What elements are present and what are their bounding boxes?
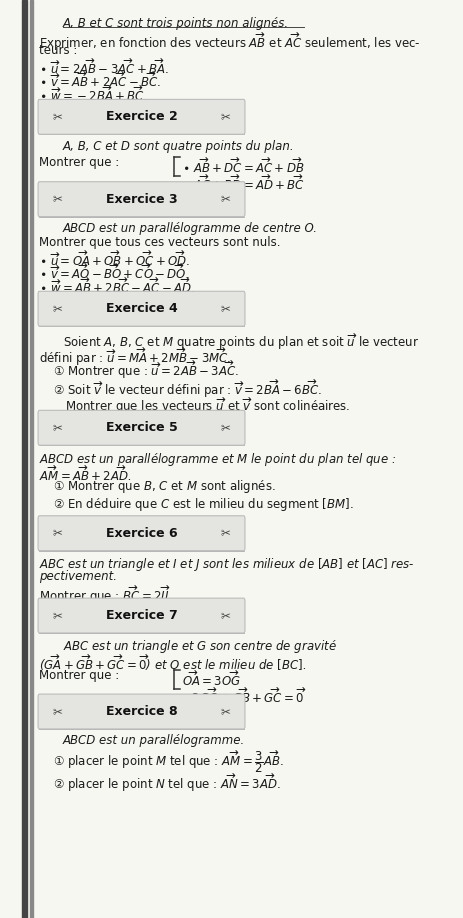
Text: $\overrightarrow{OA}=3\overrightarrow{OG}$: $\overrightarrow{OA}=3\overrightarrow{OG… xyxy=(182,669,241,688)
Bar xyxy=(22,0,27,918)
Text: Exercice 7: Exercice 7 xyxy=(106,609,177,622)
Text: ✂: ✂ xyxy=(52,421,62,434)
Text: Montrer que :: Montrer que : xyxy=(39,156,119,169)
FancyBboxPatch shape xyxy=(38,599,244,633)
Text: ABCD est un parallélogramme et $M$ le point du plan tel que :: ABCD est un parallélogramme et $M$ le po… xyxy=(39,451,396,467)
FancyBboxPatch shape xyxy=(38,516,244,551)
Text: A, B, C et D sont quatre points du plan.: A, B, C et D sont quatre points du plan. xyxy=(63,140,294,152)
Text: $\bullet\ \overrightarrow{AB}+\overrightarrow{DC}=\overrightarrow{AC}+\overright: $\bullet\ \overrightarrow{AB}+\overright… xyxy=(182,157,304,176)
Text: ✂: ✂ xyxy=(220,705,230,718)
FancyBboxPatch shape xyxy=(38,694,244,729)
Text: $\bullet\ \overrightarrow{u}=\overrightarrow{OA}+\overrightarrow{OB}+\overrighta: $\bullet\ \overrightarrow{u}=\overrighta… xyxy=(39,249,190,269)
Text: Exercice 6: Exercice 6 xyxy=(106,527,177,540)
Text: ✂: ✂ xyxy=(52,302,62,315)
Text: Montrer que les vecteurs $\overrightarrow{u}$ et $\overrightarrow{v}$ sont colin: Montrer que les vecteurs $\overrightarro… xyxy=(65,396,350,416)
Text: $\bullet\ \overrightarrow{AC}+\overrightarrow{BD}=\overrightarrow{AD}+\overright: $\bullet\ \overrightarrow{AC}+\overright… xyxy=(182,174,305,193)
Text: ① Montrer que : $\overrightarrow{u}=2\overrightarrow{AB}-3\overrightarrow{AC}$.: ① Montrer que : $\overrightarrow{u}=2\ov… xyxy=(53,359,239,381)
Text: ✂: ✂ xyxy=(220,193,230,206)
Text: ✂: ✂ xyxy=(52,609,62,622)
Text: ABC est un triangle et $G$ son centre de gravité: ABC est un triangle et $G$ son centre de… xyxy=(63,638,336,655)
Text: ① Montrer que $B$, $C$ et $M$ sont alignés.: ① Montrer que $B$, $C$ et $M$ sont align… xyxy=(53,477,275,495)
Text: Exercice 2: Exercice 2 xyxy=(106,110,177,123)
Text: ② placer le point $N$ tel que : $\overrightarrow{AN}=3\overrightarrow{AD}$.: ② placer le point $N$ tel que : $\overri… xyxy=(53,771,281,794)
Text: Montrer que tous ces vecteurs sont nuls.: Montrer que tous ces vecteurs sont nuls. xyxy=(39,236,280,249)
Text: A, B et C sont trois points non alignés.: A, B et C sont trois points non alignés. xyxy=(63,17,288,29)
Text: ✂: ✂ xyxy=(52,110,62,123)
Text: Soient $A$, $B$, $C$ et $M$ quatre points du plan et soit $\overrightarrow{u}$ l: Soient $A$, $B$, $C$ et $M$ quatre point… xyxy=(63,331,418,353)
Text: ✂: ✂ xyxy=(220,421,230,434)
Text: $\overrightarrow{AM}=\overrightarrow{AB}+2\overrightarrow{AD}$.: $\overrightarrow{AM}=\overrightarrow{AB}… xyxy=(39,465,131,484)
FancyBboxPatch shape xyxy=(38,182,244,217)
Text: ✂: ✂ xyxy=(220,110,230,123)
Text: Montrer que :: Montrer que : xyxy=(39,668,119,681)
Bar xyxy=(30,0,33,918)
Text: ② En déduire que $C$ est le milieu du segment $[BM]$.: ② En déduire que $C$ est le milieu du se… xyxy=(53,496,353,513)
Text: ABCD est un parallélogramme.: ABCD est un parallélogramme. xyxy=(63,734,244,747)
Text: ✂: ✂ xyxy=(220,302,230,315)
Text: $\bullet\ \overrightarrow{v}=\overrightarrow{AB}+2\overrightarrow{AC}-\overright: $\bullet\ \overrightarrow{v}=\overrighta… xyxy=(39,71,161,91)
Text: Montrer que : $\overrightarrow{BC}=2\overrightarrow{IJ}$.: Montrer que : $\overrightarrow{BC}=2\ove… xyxy=(39,583,172,606)
Text: ABC est un triangle et $I$ et $J$ sont les milieux de $[AB]$ et $[AC]$ res-: ABC est un triangle et $I$ et $J$ sont l… xyxy=(39,556,414,573)
Text: ① placer le point $M$ tel que : $\overrightarrow{AM}=\dfrac{3}{2}\overrightarrow: ① placer le point $M$ tel que : $\overri… xyxy=(53,748,283,775)
Text: Exercice 3: Exercice 3 xyxy=(106,193,177,206)
Text: teurs :: teurs : xyxy=(39,44,78,57)
Text: Exercice 5: Exercice 5 xyxy=(106,421,177,434)
Text: $\bullet\ \overrightarrow{u}=2\overrightarrow{AB}-3\overrightarrow{AC}+\overrigh: $\bullet\ \overrightarrow{u}=2\overright… xyxy=(39,57,169,77)
FancyBboxPatch shape xyxy=(38,291,244,326)
Text: $\bullet\ \overrightarrow{w}=\overrightarrow{AB}+2\overrightarrow{BC}-\overright: $\bullet\ \overrightarrow{w}=\overrighta… xyxy=(39,276,195,296)
FancyBboxPatch shape xyxy=(38,99,244,134)
Text: ✂: ✂ xyxy=(52,527,62,540)
Text: ② Soit $\overrightarrow{v}$ le vecteur défini par : $\overrightarrow{v}=2\overri: ② Soit $\overrightarrow{v}$ le vecteur d… xyxy=(53,377,322,399)
FancyBboxPatch shape xyxy=(38,410,244,445)
Text: $-2\overrightarrow{GO}+\overrightarrow{GB}+\overrightarrow{GC}=\overrightarrow{0: $-2\overrightarrow{GO}+\overrightarrow{G… xyxy=(182,686,307,706)
Text: défini par : $\overrightarrow{u}=\overrightarrow{MA}+2\overrightarrow{MB}-3\over: défini par : $\overrightarrow{u}=\overri… xyxy=(39,345,232,368)
Text: ✂: ✂ xyxy=(52,705,62,718)
Text: ✂: ✂ xyxy=(52,193,62,206)
Text: ABCD est un parallélogramme de centre O.: ABCD est un parallélogramme de centre O. xyxy=(63,222,317,235)
Text: Exprimer, en fonction des vecteurs $\overrightarrow{AB}$ et $\overrightarrow{AC}: Exprimer, en fonction des vecteurs $\ove… xyxy=(39,30,420,52)
Text: ✂: ✂ xyxy=(220,609,230,622)
Text: pectivement.: pectivement. xyxy=(39,570,117,583)
Text: ✂: ✂ xyxy=(220,527,230,540)
Text: $\bullet\ \overrightarrow{w}=-2\overrightarrow{BA}+\overrightarrow{BC}.$: $\bullet\ \overrightarrow{w}=-2\overrigh… xyxy=(39,84,148,104)
Text: Exercice 8: Exercice 8 xyxy=(106,705,177,718)
Text: Exercice 4: Exercice 4 xyxy=(106,302,177,315)
Text: ($\overrightarrow{GA}+\overrightarrow{GB}+\overrightarrow{GC}=\overrightarrow{0}: ($\overrightarrow{GA}+\overrightarrow{GB… xyxy=(39,652,306,673)
Text: $\bullet\ \overrightarrow{v}=\overrightarrow{AO}-\overrightarrow{BO}+\overrighta: $\bullet\ \overrightarrow{v}=\overrighta… xyxy=(39,263,190,283)
